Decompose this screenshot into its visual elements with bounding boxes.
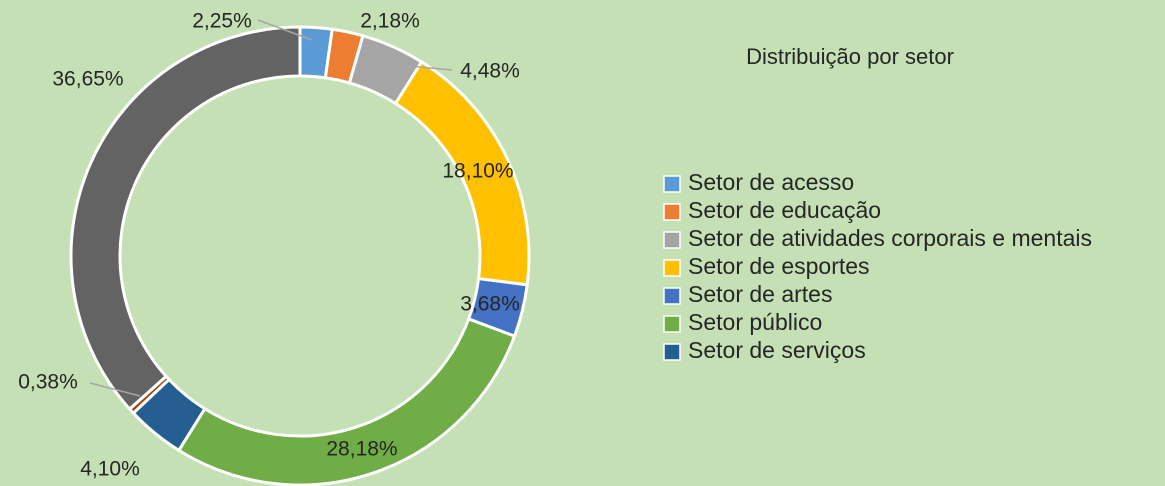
data-label: 0,38%	[18, 371, 78, 394]
legend-swatch	[663, 175, 681, 193]
legend-swatch	[663, 315, 681, 333]
legend-swatch	[663, 287, 681, 305]
data-label: 2,25%	[192, 10, 252, 33]
legend-swatch	[663, 343, 681, 361]
legend-label: Setor público	[688, 309, 822, 335]
data-label: 4,10%	[80, 458, 140, 481]
data-label: 4,48%	[460, 60, 520, 83]
data-label: 18,10%	[442, 160, 513, 183]
legend-swatch	[663, 259, 681, 277]
donut-slice	[69, 25, 302, 412]
legend-label: Setor de educação	[688, 197, 881, 223]
leader-line	[257, 19, 313, 41]
data-label: 3,68%	[460, 293, 520, 316]
leader-line	[89, 382, 141, 397]
legend-label: Setor de acesso	[688, 169, 854, 195]
chart-title: Distribuição por setor	[746, 44, 954, 69]
data-label: 36,65%	[52, 68, 123, 91]
data-label: 28,18%	[326, 438, 397, 461]
legend-label: Setor de serviços	[688, 337, 866, 363]
leader-line	[407, 65, 453, 71]
legend-swatch	[663, 203, 681, 221]
legend-label: Setor de atividades corporais e mentais	[688, 225, 1092, 251]
data-label: 2,18%	[360, 10, 420, 33]
legend-label: Setor de artes	[688, 281, 832, 307]
legend-swatch	[663, 231, 681, 249]
legend-label: Setor de esportes	[688, 253, 870, 279]
